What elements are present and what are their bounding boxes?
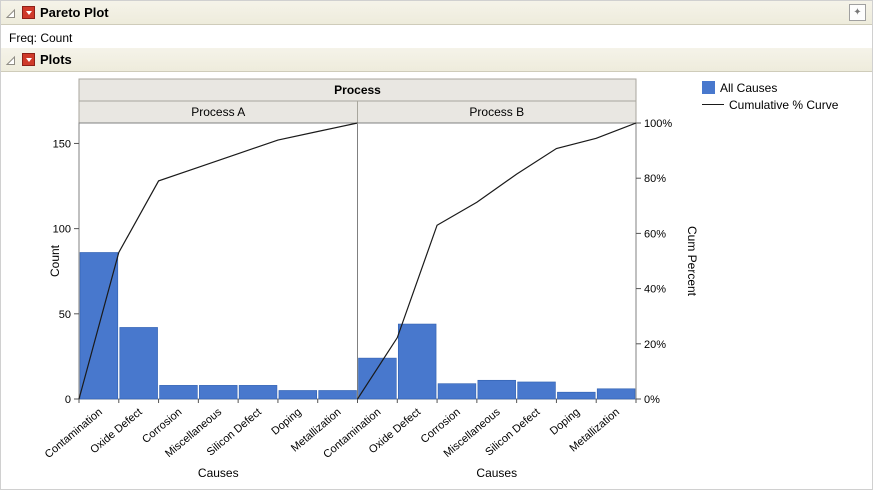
y2-tick-label: 0% — [644, 394, 660, 406]
category-label: Doping — [548, 406, 582, 438]
y2-tick-label: 80% — [644, 173, 666, 185]
bar[interactable] — [358, 357, 397, 400]
bar[interactable] — [119, 327, 158, 400]
pareto-plot-header: Pareto Plot ✦ — [1, 1, 872, 25]
red-triangle-menu-icon[interactable] — [22, 6, 35, 19]
disclosure-triangle-icon[interactable] — [5, 7, 17, 19]
plots-title: Plots — [40, 52, 72, 67]
bar[interactable] — [557, 391, 596, 400]
bar[interactable] — [596, 388, 636, 400]
pareto-chart: Process Process A Process B 0 50 100 150 0% 20% 4… — [1, 73, 872, 489]
y-tick-label: 150 — [53, 138, 71, 150]
freq-label: Freq: Count — [9, 31, 73, 45]
y-tick-label: 50 — [59, 309, 71, 321]
bar[interactable] — [318, 390, 357, 400]
y-axis-title: Count — [48, 244, 62, 277]
legend-label: Cumulative % Curve — [729, 97, 839, 112]
bar[interactable] — [199, 385, 238, 400]
bar[interactable] — [397, 323, 437, 400]
x-axis-title: Causes — [476, 466, 517, 480]
bar[interactable] — [278, 390, 318, 400]
panel-name: Process B — [469, 105, 524, 119]
bar-swatch-icon — [702, 81, 715, 94]
cumulative-curve[interactable] — [356, 122, 637, 400]
bar[interactable] — [477, 379, 516, 400]
curve-line-icon — [702, 104, 724, 105]
y-tick-label: 100 — [53, 224, 71, 236]
y-tick-label: 0 — [65, 394, 71, 406]
legend-item-cumulative-curve: Cumulative % Curve — [702, 96, 838, 113]
legend: All Causes Cumulative % Curve — [702, 79, 838, 113]
y2-tick-label: 40% — [644, 284, 666, 296]
y2-tick-label: 20% — [644, 339, 666, 351]
bar[interactable] — [159, 385, 198, 400]
legend-item-all-causes: All Causes — [702, 79, 838, 96]
bar[interactable] — [437, 383, 477, 400]
cumulative-curve[interactable] — [78, 122, 358, 400]
pareto-chart-svg: Process Process A Process B 0 50 100 150 0% 20% 4… — [43, 78, 699, 480]
group-title: Process — [334, 83, 381, 97]
legend-label: All Causes — [720, 80, 778, 95]
report-title: Pareto Plot — [40, 5, 109, 20]
red-triangle-menu-icon[interactable] — [22, 53, 35, 66]
y2-axis-title: Cum Percent — [685, 226, 699, 297]
disclosure-triangle-icon[interactable] — [5, 54, 17, 66]
x-axis-title: Causes — [198, 466, 239, 480]
panel-name: Process A — [191, 105, 245, 119]
bar[interactable] — [517, 381, 556, 400]
category-label: Doping — [269, 406, 303, 438]
bar[interactable] — [238, 385, 278, 400]
window-actions-icon[interactable]: ✦ — [849, 4, 866, 21]
plots-header: Plots — [1, 48, 872, 72]
y2-tick-label: 60% — [644, 228, 666, 240]
y2-tick-label: 100% — [644, 118, 672, 130]
